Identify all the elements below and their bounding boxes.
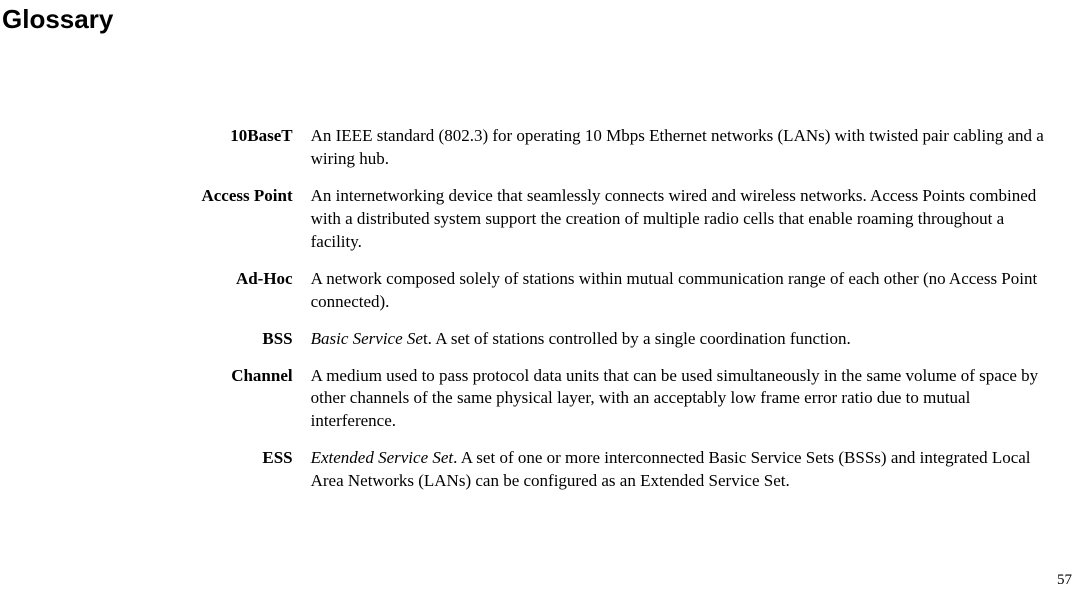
- page-title: Glossary: [2, 4, 1064, 35]
- glossary-row: Ad-Hoc A network composed solely of stat…: [174, 268, 1054, 328]
- glossary-term: Channel: [174, 365, 311, 448]
- glossary-definition-italic: Basic Service Se: [311, 329, 423, 348]
- page-number: 57: [1057, 572, 1072, 589]
- glossary-row: BSS Basic Service Set. A set of stations…: [174, 328, 1054, 365]
- glossary-term: ESS: [174, 447, 311, 507]
- glossary-term: BSS: [174, 328, 311, 365]
- glossary-row: Access Point An internetworking device t…: [174, 185, 1054, 268]
- glossary-definition-rest: t. A set of stations controlled by a sin…: [423, 329, 851, 348]
- glossary-definition-italic: Extended Service Set: [311, 448, 454, 467]
- glossary-definition: A network composed solely of stations wi…: [311, 268, 1054, 328]
- glossary-term: Ad-Hoc: [174, 268, 311, 328]
- glossary-row: ESS Extended Service Set. A set of one o…: [174, 447, 1054, 507]
- glossary-definition: Basic Service Set. A set of stations con…: [311, 328, 1054, 365]
- glossary-row: 10BaseT An IEEE standard (802.3) for ope…: [174, 125, 1054, 185]
- glossary-definition: Extended Service Set. A set of one or mo…: [311, 447, 1054, 507]
- glossary-term: 10BaseT: [174, 125, 311, 185]
- glossary-term: Access Point: [174, 185, 311, 268]
- glossary-definition: An internetworking device that seamlessl…: [311, 185, 1054, 268]
- glossary-definition: An IEEE standard (802.3) for operating 1…: [311, 125, 1054, 185]
- glossary-definition: A medium used to pass protocol data unit…: [311, 365, 1054, 448]
- glossary-table: 10BaseT An IEEE standard (802.3) for ope…: [174, 125, 1054, 507]
- glossary-row: Channel A medium used to pass protocol d…: [174, 365, 1054, 448]
